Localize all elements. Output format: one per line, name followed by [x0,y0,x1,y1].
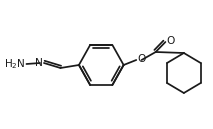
Text: H$_2$N: H$_2$N [4,58,26,71]
Text: O: O [137,54,146,64]
Text: O: O [166,36,175,46]
Text: N: N [35,58,43,68]
